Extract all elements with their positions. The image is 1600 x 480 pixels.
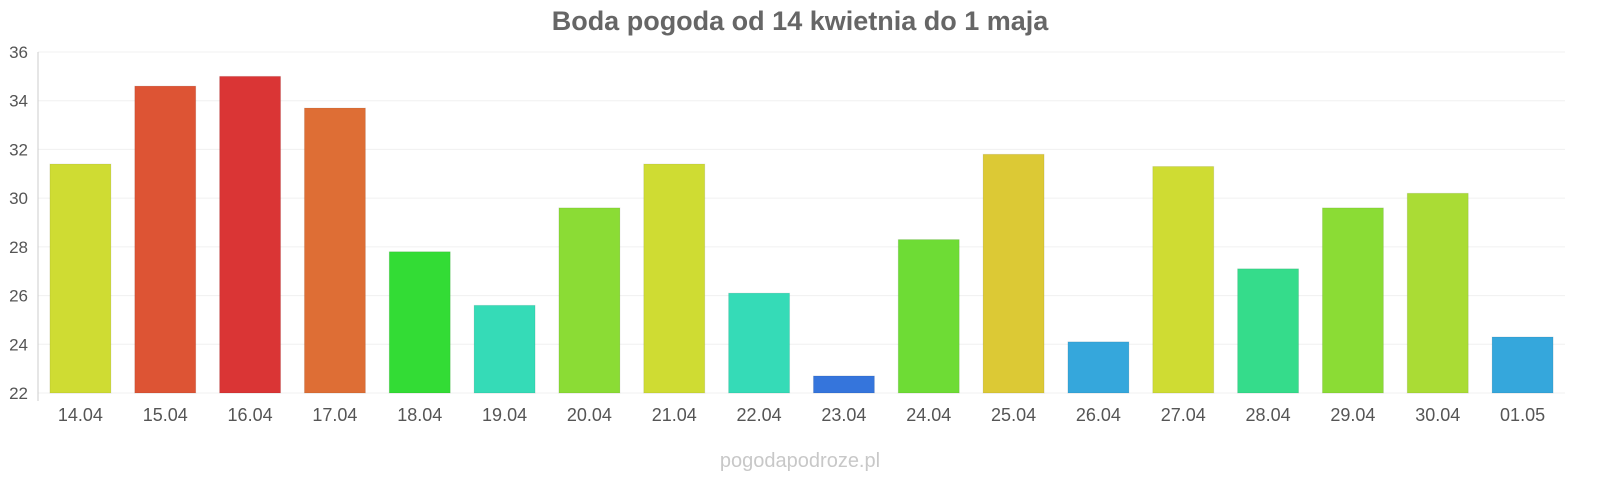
x-tick-label: 28.04 xyxy=(1246,405,1291,425)
bar-27-04 xyxy=(1152,165,1215,394)
bar-26-04 xyxy=(1067,341,1130,394)
bar-18-04 xyxy=(388,251,451,394)
x-tick-label: 01.05 xyxy=(1500,405,1545,425)
watermark: pogodapodroze.pl xyxy=(719,450,881,472)
x-tick-label: 27.04 xyxy=(1161,405,1206,425)
grid-lines xyxy=(38,51,1565,394)
y-tick-label: 36 xyxy=(9,43,28,62)
x-tick-label: 20.04 xyxy=(567,405,612,425)
x-tick-label: 14.04 xyxy=(58,405,103,425)
bars xyxy=(49,75,1554,394)
bar-01-05 xyxy=(1491,336,1554,394)
bar-15-04 xyxy=(134,85,197,394)
x-tick-label: 25.04 xyxy=(991,405,1036,425)
y-tick-label: 26 xyxy=(9,287,28,306)
x-tick-label: 22.04 xyxy=(737,405,782,425)
bar-22-04 xyxy=(728,292,791,394)
bar-17-04 xyxy=(303,107,366,394)
y-tick-label: 28 xyxy=(9,238,28,257)
y-tick-label: 24 xyxy=(9,335,28,354)
bar-29-04 xyxy=(1321,207,1384,394)
x-tick-label: 18.04 xyxy=(397,405,442,425)
x-tick-label: 15.04 xyxy=(143,405,188,425)
bar-30-04 xyxy=(1406,192,1469,394)
x-tick-label: 19.04 xyxy=(482,405,527,425)
x-tick-label: 24.04 xyxy=(906,405,951,425)
bar-23-04 xyxy=(812,375,875,394)
x-tick-label: 30.04 xyxy=(1415,405,1460,425)
bar-16-04 xyxy=(219,75,282,394)
y-tick-label: 22 xyxy=(9,384,28,403)
x-tick-label: 16.04 xyxy=(228,405,273,425)
bar-21-04 xyxy=(643,163,706,394)
x-tick-label: 21.04 xyxy=(652,405,697,425)
x-tick-labels: 14.04 15.04 16.04 17.04 18.04 19.04 20.04 21.04… xyxy=(58,405,1545,425)
bar-14-04 xyxy=(49,163,112,394)
y-tick-label: 32 xyxy=(9,140,28,159)
bar-19-04 xyxy=(473,304,536,394)
x-tick-label: 17.04 xyxy=(312,405,357,425)
bar-24-04 xyxy=(897,239,960,394)
x-tick-label: 26.04 xyxy=(1076,405,1121,425)
bar-20-04 xyxy=(558,207,621,394)
y-tick-label: 30 xyxy=(9,189,28,208)
bar-28-04 xyxy=(1237,268,1300,394)
chart-title: Boda pogoda od 14 kwietnia do 1 maja xyxy=(551,6,1049,36)
y-tick-label: 34 xyxy=(9,92,28,111)
bar-25-04 xyxy=(982,153,1045,394)
x-tick-label: 23.04 xyxy=(821,405,866,425)
y-tick-labels: 22 24 26 28 30 32 34 36 xyxy=(9,43,28,403)
x-tick-label: 29.04 xyxy=(1330,405,1375,425)
